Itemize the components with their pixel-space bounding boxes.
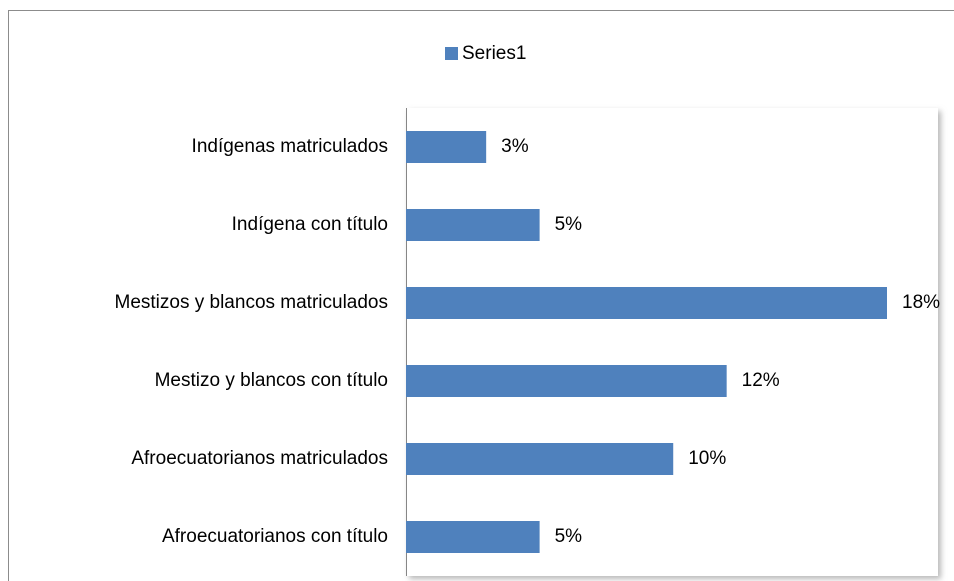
bar bbox=[406, 131, 487, 163]
legend-swatch bbox=[445, 47, 458, 60]
data-label: 5% bbox=[555, 214, 583, 235]
bar bbox=[406, 365, 727, 397]
y-tick-label: Mestizos y blancos matriculados bbox=[115, 292, 389, 313]
data-label: 5% bbox=[555, 526, 583, 547]
bar bbox=[406, 287, 887, 319]
data-label: 10% bbox=[688, 448, 726, 469]
legend-label: Series1 bbox=[462, 43, 526, 64]
data-label: 18% bbox=[902, 292, 940, 313]
bar bbox=[406, 443, 674, 475]
y-tick-label: Afroecuatorianos con título bbox=[162, 526, 388, 547]
y-tick-label: Afroecuatorianos matriculados bbox=[131, 448, 388, 469]
plot-area bbox=[406, 108, 938, 576]
y-tick-label: Mestizo y blancos con título bbox=[155, 370, 388, 391]
data-label: 3% bbox=[501, 136, 529, 157]
y-tick-label: Indígena con título bbox=[232, 214, 388, 235]
bar bbox=[406, 209, 540, 241]
y-tick-label: Indígenas matriculados bbox=[192, 136, 388, 157]
bar bbox=[406, 521, 540, 553]
data-label: 12% bbox=[742, 370, 780, 391]
